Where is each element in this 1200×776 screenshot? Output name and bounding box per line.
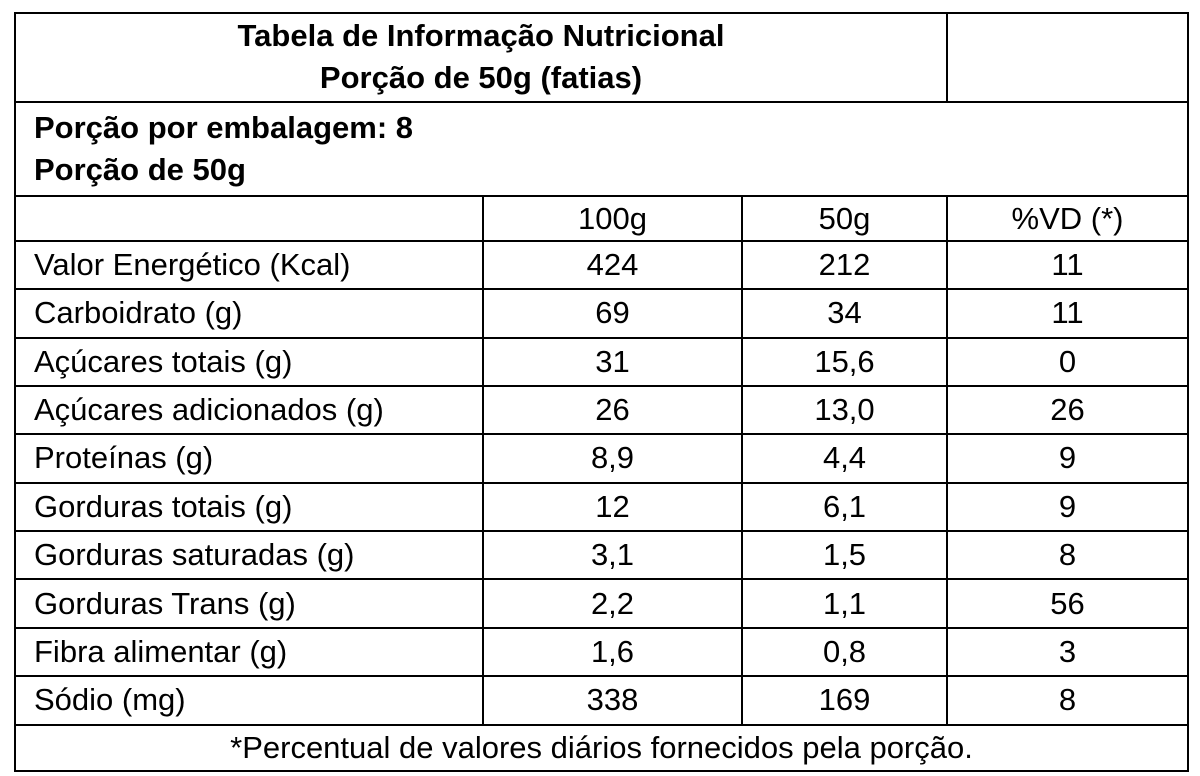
- table-row: Carboidrato (g) 69 34 11: [14, 288, 1190, 339]
- value-50g: 13,0: [740, 384, 949, 436]
- portion-size: Porção de 50g: [34, 152, 246, 188]
- table-row: Fibra alimentar (g) 1,6 0,8 3: [14, 626, 1190, 678]
- nutrition-table: Tabela de Informação Nutricional Porção …: [13, 12, 1190, 773]
- portion-per-package: Porção por embalagem: 8: [34, 110, 414, 146]
- table-row: Açúcares totais (g) 31 15,6 0: [14, 336, 1190, 387]
- value-vd: 8: [946, 530, 1190, 581]
- nutrient-label: Valor Energético (Kcal): [14, 239, 484, 291]
- value-50g: 15,6: [740, 336, 949, 387]
- table-row: Gorduras totais (g) 12 6,1 9: [14, 481, 1190, 533]
- value-vd: 11: [946, 288, 1190, 339]
- portion-info: Porção por embalagem: 8 Porção de 50g: [13, 100, 1190, 198]
- value-100g: 1,6: [482, 626, 743, 678]
- value-50g: 1,5: [740, 530, 949, 581]
- footnote-row: *Percentual de valores diários fornecido…: [13, 723, 1190, 773]
- value-vd: 9: [946, 433, 1190, 484]
- nutrient-label: Açúcares totais (g): [14, 336, 484, 387]
- value-50g: 169: [740, 675, 949, 726]
- value-vd: 11: [946, 239, 1190, 291]
- value-50g: 212: [740, 239, 949, 291]
- value-50g: 6,1: [740, 481, 949, 533]
- value-100g: 424: [482, 239, 743, 291]
- value-vd: 9: [946, 481, 1190, 533]
- title-line-2: Porção de 50g (fatias): [319, 60, 643, 96]
- column-header-label: [14, 195, 484, 242]
- portion-row: Porção por embalagem: 8 Porção de 50g: [13, 100, 1190, 198]
- value-100g: 338: [482, 675, 743, 726]
- table-row: Gorduras saturadas (g) 3,1 1,5 8: [14, 530, 1190, 581]
- table-title: Tabela de Informação Nutricional Porção …: [13, 12, 949, 103]
- value-vd: 0: [946, 336, 1190, 387]
- value-vd: 3: [946, 626, 1190, 678]
- value-vd: 26: [946, 384, 1190, 436]
- column-header-50g: 50g: [740, 195, 949, 242]
- title-row: Tabela de Informação Nutricional Porção …: [13, 12, 1190, 103]
- column-header-vd: %VD (*): [946, 195, 1190, 242]
- table-row: Proteínas (g) 8,9 4,4 9: [14, 433, 1190, 484]
- nutrient-label: Sódio (mg): [14, 675, 484, 726]
- nutrient-label: Carboidrato (g): [14, 288, 484, 339]
- title-line-1: Tabela de Informação Nutricional: [237, 18, 725, 54]
- value-100g: 3,1: [482, 530, 743, 581]
- value-100g: 8,9: [482, 433, 743, 484]
- nutrient-label: Fibra alimentar (g): [14, 626, 484, 678]
- value-50g: 34: [740, 288, 949, 339]
- value-vd: 56: [946, 578, 1190, 629]
- table-row: Sódio (mg) 338 169 8: [14, 675, 1190, 726]
- column-header-100g: 100g: [482, 195, 743, 242]
- nutrient-label: Gorduras Trans (g): [14, 578, 484, 629]
- value-100g: 69: [482, 288, 743, 339]
- nutrient-label: Gorduras totais (g): [14, 481, 484, 533]
- title-empty-cell: [946, 12, 1190, 103]
- value-100g: 26: [482, 384, 743, 436]
- nutrient-label: Proteínas (g): [14, 433, 484, 484]
- table-row: Açúcares adicionados (g) 26 13,0 26: [14, 384, 1190, 436]
- footnote: *Percentual de valores diários fornecido…: [13, 723, 1190, 773]
- value-100g: 31: [482, 336, 743, 387]
- column-header-row: 100g 50g %VD (*): [14, 195, 1190, 242]
- nutrient-label: Açúcares adicionados (g): [14, 384, 484, 436]
- value-vd: 8: [946, 675, 1190, 726]
- value-50g: 4,4: [740, 433, 949, 484]
- value-50g: 1,1: [740, 578, 949, 629]
- table-row: Gorduras Trans (g) 2,2 1,1 56: [14, 578, 1190, 629]
- nutrient-label: Gorduras saturadas (g): [14, 530, 484, 581]
- value-100g: 2,2: [482, 578, 743, 629]
- value-100g: 12: [482, 481, 743, 533]
- value-50g: 0,8: [740, 626, 949, 678]
- table-row: Valor Energético (Kcal) 424 212 11: [14, 239, 1190, 291]
